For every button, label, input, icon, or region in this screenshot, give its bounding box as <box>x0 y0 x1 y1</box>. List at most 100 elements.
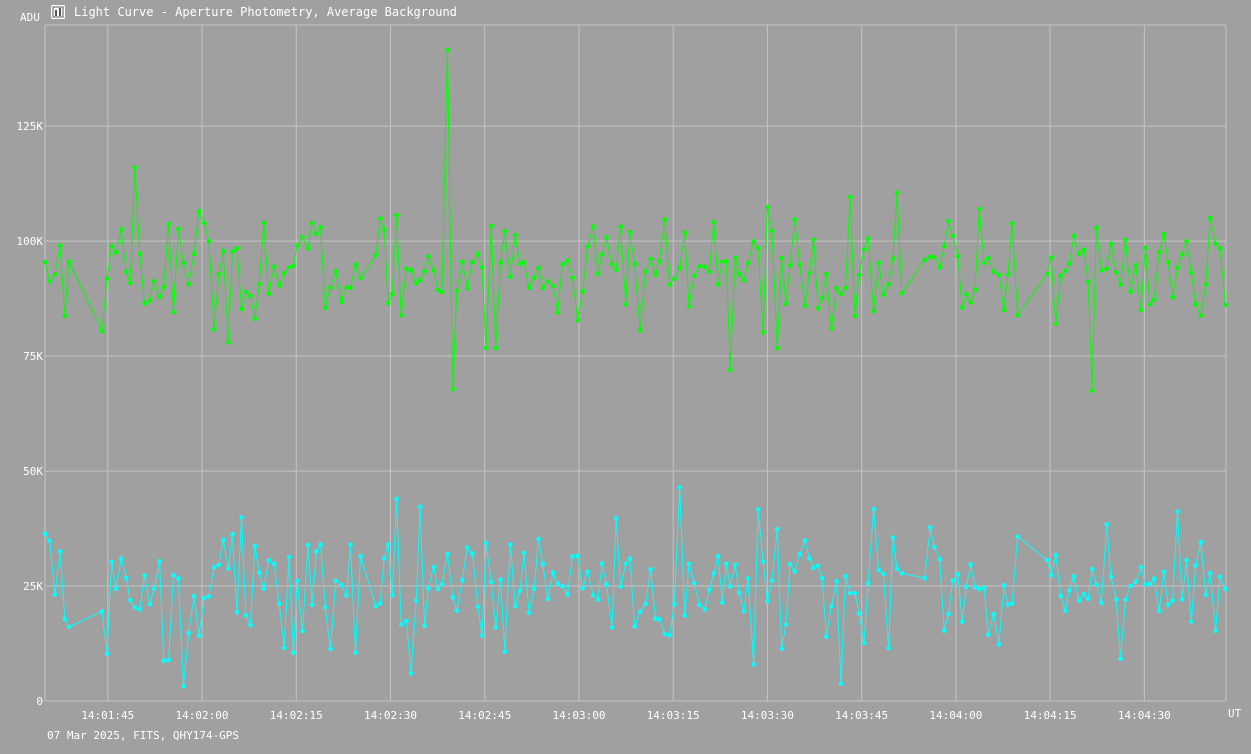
data-point <box>667 633 672 638</box>
x-axis-label: UT <box>1228 707 1242 720</box>
x-tick-label: 14:01:45 <box>81 709 134 722</box>
data-point <box>1108 241 1114 246</box>
data-point <box>797 261 802 267</box>
data-point <box>787 263 793 268</box>
data-point <box>657 616 662 622</box>
data-point <box>286 554 292 560</box>
data-point <box>1133 579 1139 584</box>
data-point <box>981 585 987 590</box>
data-point <box>385 301 391 306</box>
data-point <box>792 217 797 222</box>
data-point <box>417 504 423 510</box>
data-point <box>513 604 518 609</box>
data-point <box>751 662 756 667</box>
series-green <box>42 48 1228 393</box>
x-tick-label: 14:03:15 <box>647 709 700 722</box>
data-point <box>702 607 708 612</box>
photometry-app-icon[interactable] <box>51 5 65 19</box>
data-point <box>627 556 633 561</box>
data-point <box>927 254 933 259</box>
data-point <box>807 555 812 561</box>
data-point <box>1099 268 1104 273</box>
data-point <box>435 586 441 592</box>
data-point <box>856 272 862 278</box>
data-point <box>1113 596 1119 602</box>
data-point <box>377 216 383 221</box>
y-tick-label: 100K <box>17 235 44 248</box>
data-point <box>937 556 942 562</box>
data-point <box>834 285 839 291</box>
data-point <box>774 526 780 532</box>
data-point <box>281 270 287 276</box>
data-point <box>986 255 991 261</box>
data-point <box>99 328 105 334</box>
data-point <box>47 538 53 544</box>
data-point <box>220 537 226 542</box>
data-point <box>257 570 262 575</box>
data-point <box>521 259 527 265</box>
data-point <box>66 259 72 264</box>
data-point <box>550 570 556 575</box>
data-point <box>1015 534 1020 539</box>
data-point <box>715 282 721 287</box>
data-point <box>1198 539 1204 545</box>
data-point <box>271 264 277 270</box>
data-point <box>176 576 181 581</box>
data-point <box>682 230 688 235</box>
window-title-bar: Light Curve - Aperture Photometry, Avera… <box>51 3 457 21</box>
data-point <box>142 301 147 306</box>
data-point <box>881 292 886 298</box>
data-point <box>1128 583 1133 589</box>
data-point <box>1175 509 1180 514</box>
data-point <box>727 367 733 373</box>
data-point <box>381 556 387 561</box>
data-point <box>724 259 729 264</box>
data-point <box>450 595 456 600</box>
data-point <box>1123 237 1128 243</box>
data-point <box>502 649 508 654</box>
data-point <box>314 548 319 554</box>
data-point <box>760 330 766 335</box>
data-point <box>113 586 119 591</box>
data-point <box>1165 259 1171 265</box>
data-point <box>526 610 532 616</box>
data-point <box>899 570 905 576</box>
data-point <box>248 622 253 628</box>
data-point <box>526 285 532 291</box>
data-point <box>408 267 414 273</box>
data-point <box>1161 569 1167 574</box>
data-point <box>123 269 129 275</box>
data-point <box>637 328 643 333</box>
data-point <box>613 267 619 273</box>
data-point <box>404 266 409 272</box>
data-point <box>1147 302 1153 307</box>
data-point <box>1044 557 1050 563</box>
x-tick-label: 14:03:00 <box>552 709 605 722</box>
data-point <box>220 248 226 254</box>
data-point <box>1123 597 1128 602</box>
data-point <box>871 506 876 512</box>
data-point <box>226 340 231 345</box>
data-point <box>613 516 619 521</box>
data-point <box>968 299 973 305</box>
data-point <box>751 239 756 244</box>
data-point <box>531 275 537 280</box>
data-point <box>394 212 399 218</box>
data-point <box>927 525 933 530</box>
data-point <box>508 274 513 280</box>
data-point <box>348 542 353 547</box>
data-point <box>720 600 725 605</box>
data-point <box>1156 249 1162 255</box>
data-point <box>1184 239 1189 244</box>
data-point <box>941 628 947 633</box>
data-point <box>239 306 244 312</box>
data-point <box>333 578 339 584</box>
data-point <box>677 485 682 490</box>
series-line <box>44 487 1226 687</box>
data-point <box>1133 262 1139 268</box>
data-point <box>783 622 789 628</box>
data-point <box>1085 596 1091 602</box>
y-tick-label: 25K <box>23 580 43 593</box>
data-point <box>876 260 881 266</box>
